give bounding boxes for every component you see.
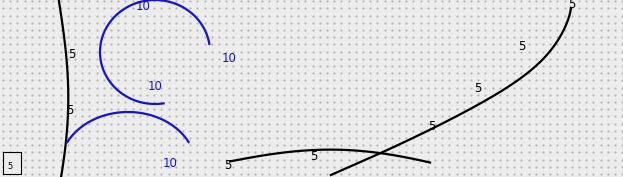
Text: 5: 5 <box>428 120 435 133</box>
Text: 5: 5 <box>7 162 12 171</box>
Text: 10: 10 <box>222 52 237 65</box>
FancyBboxPatch shape <box>3 152 21 174</box>
Text: 5: 5 <box>310 150 317 163</box>
Text: 5: 5 <box>224 159 231 172</box>
Text: 10: 10 <box>163 157 178 170</box>
Text: 5: 5 <box>474 82 482 95</box>
Text: 5: 5 <box>568 0 576 11</box>
Text: 5: 5 <box>518 40 525 53</box>
Text: 5: 5 <box>68 48 75 61</box>
Text: 10: 10 <box>136 0 151 13</box>
Text: 10: 10 <box>148 80 163 93</box>
Text: 5: 5 <box>66 104 74 116</box>
